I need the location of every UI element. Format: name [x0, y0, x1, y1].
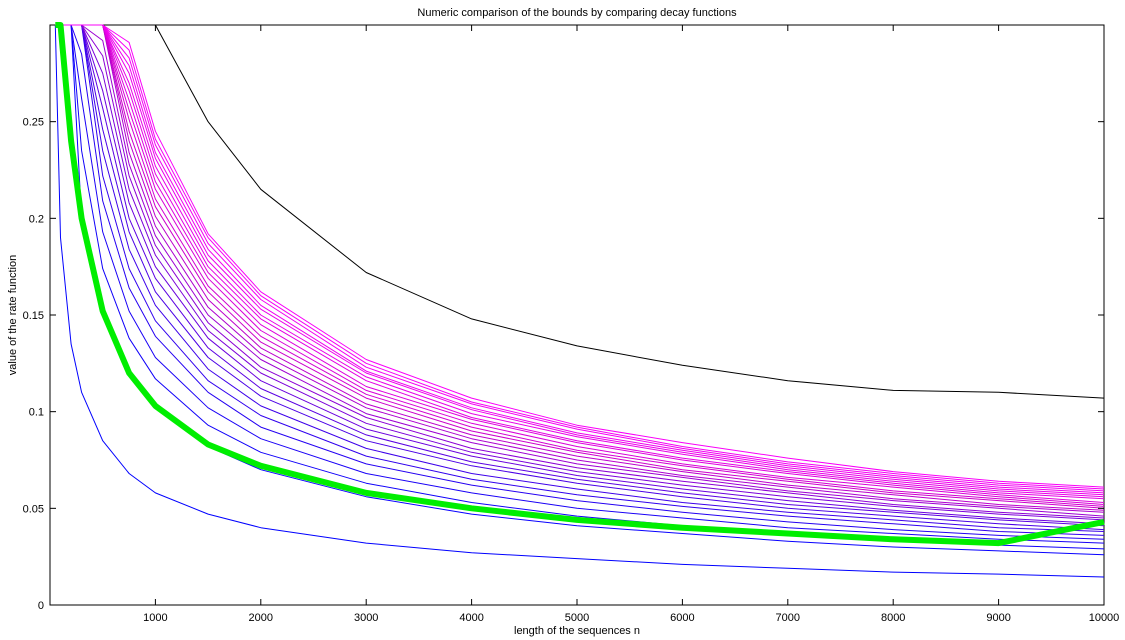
x-axis: 1000 2000 3000 4000 5000 6000 7000 8000 9000 1000…	[143, 25, 1119, 624]
series-line-2	[55, 24, 1105, 556]
x-tick-label-2: 2000	[249, 612, 273, 624]
series-line-26	[55, 24, 1105, 488]
series-line-5	[55, 24, 1105, 540]
series-line-27	[55, 22, 1105, 547]
x-axis-label: length of the sequences n	[514, 625, 640, 637]
x-tick-label-5: 5000	[565, 612, 589, 624]
series-line-28	[154, 24, 1105, 399]
y-tick-label-3: 0.1	[29, 407, 44, 419]
series-line-1	[54, 24, 1105, 578]
x-tick-label-10: 10000	[1089, 612, 1120, 624]
y-tick-label-5: 0.2	[29, 213, 44, 225]
x-tick-label-3: 3000	[354, 612, 378, 624]
y-tick-label-1: 0	[38, 600, 44, 612]
x-tick-label-4: 4000	[459, 612, 483, 624]
x-tick-label-6: 6000	[670, 612, 694, 624]
x-tick-label-8: 8000	[881, 612, 905, 624]
series-layer	[54, 22, 1105, 578]
x-tick-label-1: 1000	[143, 612, 167, 624]
x-tick-label-9: 9000	[986, 612, 1010, 624]
series-line-4	[55, 24, 1105, 544]
y-tick-label-6: 0.25	[23, 117, 44, 129]
y-axis-label: value of the rate function	[7, 255, 19, 375]
x-tick-label-7: 7000	[776, 612, 800, 624]
chart-title: Numeric comparison of the bounds by comp…	[417, 7, 737, 19]
y-tick-label-4: 0.15	[23, 310, 44, 322]
y-axis: 0 0.05 0.1 0.15 0.2 0.25	[23, 117, 1104, 612]
y-tick-label-2: 0.05	[23, 503, 44, 515]
